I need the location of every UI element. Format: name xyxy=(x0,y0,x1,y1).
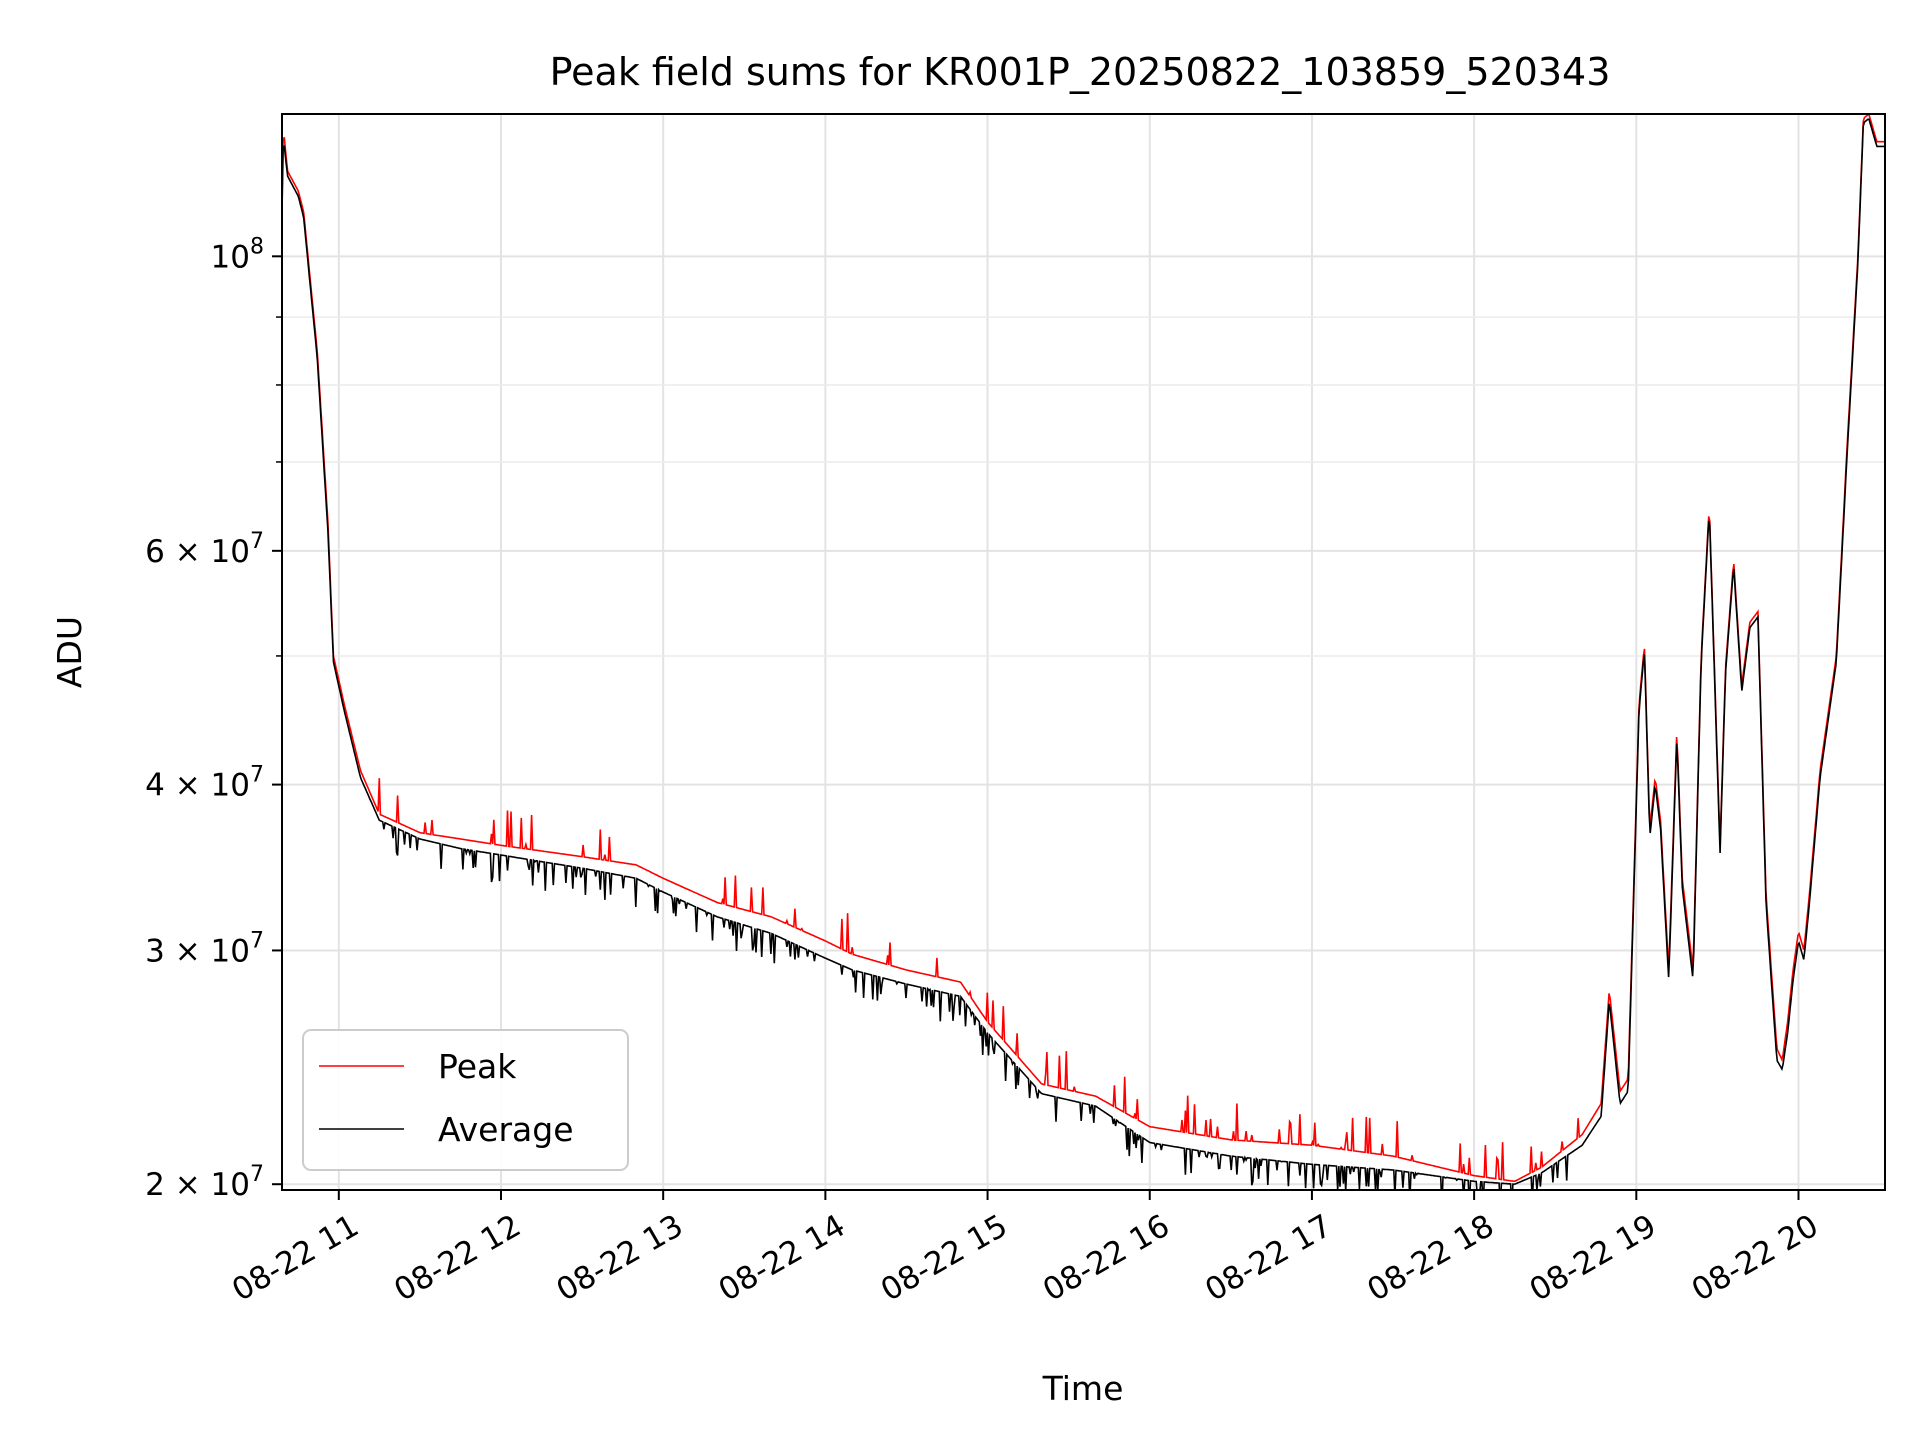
plot-frame xyxy=(281,113,1886,1191)
y-tick-label: 3 × 107 xyxy=(145,928,264,969)
legend-label-peak: Peak xyxy=(438,1047,517,1086)
plot-area xyxy=(282,114,1885,1190)
y-tick-label: 6 × 107 xyxy=(145,529,264,570)
series-layer xyxy=(282,114,1885,1190)
legend-box xyxy=(302,1029,629,1171)
x-axis-label: Time xyxy=(1042,1369,1124,1408)
legend: Peak Average xyxy=(302,1029,629,1171)
series-line-average xyxy=(282,118,1885,1190)
y-tick-label: 4 × 107 xyxy=(145,763,264,804)
chart-title: Peak field sums for KR001P_20250822_1038… xyxy=(550,50,1611,94)
y-tick-label: 2 × 107 xyxy=(145,1162,264,1203)
grid xyxy=(282,114,1885,1190)
series-line-peak xyxy=(282,114,1885,1183)
y-axis-label: ADU xyxy=(50,616,89,688)
y-tick-label: 108 xyxy=(211,234,264,275)
legend-label-average: Average xyxy=(438,1110,574,1149)
y-axis-ticks: 2 × 107 3 × 107 4 × 107 6 × 107 108 xyxy=(145,234,282,1203)
